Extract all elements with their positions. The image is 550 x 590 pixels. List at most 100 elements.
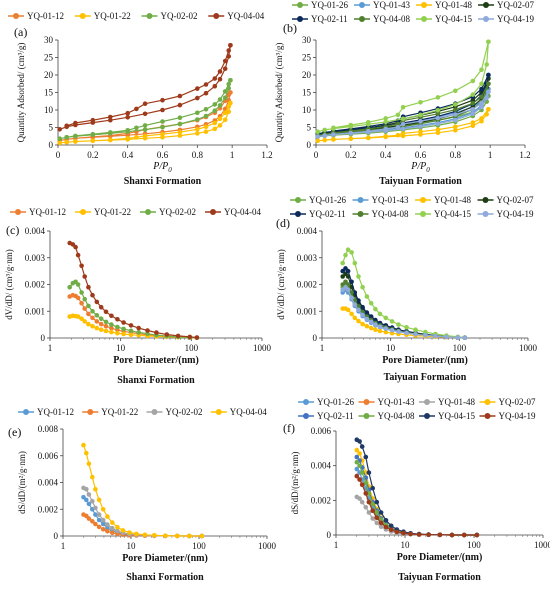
y-tick-label: 0.006 <box>311 426 332 436</box>
data-point <box>364 316 370 322</box>
data-point <box>125 115 130 120</box>
legend-label: YQ-01-12 <box>29 207 66 217</box>
data-point <box>352 302 358 307</box>
data-point <box>228 43 233 48</box>
legend-marker <box>424 399 430 405</box>
data-point <box>435 95 441 100</box>
y-tick-label: 25 <box>44 53 54 63</box>
data-point <box>364 294 370 299</box>
data-point <box>470 120 476 125</box>
data-point <box>366 510 372 515</box>
y-tick-label: 0.002 <box>25 280 45 290</box>
y-tick-label: 15 <box>302 88 312 98</box>
legend-marker <box>210 209 216 215</box>
data-point <box>125 136 130 141</box>
x-tick-label: 1 <box>48 343 53 353</box>
legend-label: YQ-04-15 <box>438 411 475 421</box>
data-point <box>109 313 114 319</box>
data-point <box>470 123 476 129</box>
data-point <box>96 524 102 530</box>
data-point <box>203 113 209 119</box>
legend-item: YQ-01-22 <box>74 11 131 21</box>
legend-marker <box>484 399 491 405</box>
legend-item: YQ-01-26 <box>290 195 346 205</box>
data-point <box>73 139 78 144</box>
data-point <box>395 112 401 118</box>
y-tick-label: 25 <box>302 53 312 63</box>
data-point <box>479 116 484 121</box>
y-tick-label: 15 <box>44 88 54 98</box>
data-point <box>115 317 120 322</box>
legend-marker <box>483 16 489 22</box>
data-point <box>152 533 157 538</box>
x-tick-label: 0.8 <box>450 150 462 160</box>
data-point <box>226 109 231 115</box>
legend-marker <box>484 413 491 419</box>
data-point <box>93 505 98 511</box>
data-point <box>354 473 360 479</box>
data-point <box>356 298 361 303</box>
data-point <box>418 124 423 129</box>
data-point <box>217 76 223 82</box>
data-point <box>331 137 336 142</box>
data-point <box>100 517 106 523</box>
data-point <box>383 315 389 321</box>
data-point <box>142 111 148 117</box>
data-point <box>383 326 389 331</box>
data-point <box>474 532 480 538</box>
data-point <box>363 480 369 486</box>
legend-label: YQ-01-22 <box>101 407 138 417</box>
data-point <box>109 322 114 327</box>
x-tick-label: 100 <box>453 343 467 353</box>
x-tick-label: 1 <box>230 150 235 160</box>
data-point <box>435 108 441 113</box>
data-point <box>136 325 141 331</box>
legend-item: YQ-04-15 <box>415 209 471 219</box>
data-point <box>217 69 223 74</box>
data-point <box>57 136 62 141</box>
data-point <box>79 300 84 306</box>
data-point <box>363 491 369 496</box>
legend-marker <box>421 16 427 22</box>
legend-item: YQ-04-08 <box>354 14 410 24</box>
data-point <box>222 89 228 94</box>
data-point <box>94 299 100 305</box>
x-tick-label: 1.2 <box>261 150 272 160</box>
data-point <box>222 66 228 71</box>
series-YQ-02-07 <box>354 447 480 538</box>
data-point <box>79 290 84 295</box>
legend-label: YQ-04-19 <box>497 14 534 24</box>
y-axis-label: dS/dD/(m²/g·nm) <box>17 451 27 514</box>
legend-item: YQ-04-19 <box>479 411 536 421</box>
legend-label: YQ-01-48 <box>438 397 475 407</box>
data-point <box>363 454 369 460</box>
data-point <box>90 474 95 480</box>
data-point <box>383 134 389 139</box>
data-point <box>228 78 233 83</box>
legend-label: YQ-04-19 <box>499 411 536 421</box>
data-point <box>82 319 87 324</box>
y-tick-label: 0.006 <box>38 451 59 461</box>
data-point <box>84 497 89 503</box>
data-point <box>82 296 87 302</box>
data-point <box>484 95 490 101</box>
series-YQ-02-02 <box>81 485 205 539</box>
data-point <box>373 306 378 312</box>
data-point <box>366 129 371 134</box>
data-point <box>394 529 400 535</box>
data-point <box>423 329 428 335</box>
data-point <box>401 530 406 536</box>
y-tick-label: 5 <box>307 123 312 133</box>
data-point <box>103 328 109 334</box>
data-point <box>343 252 348 258</box>
legend-item: YQ-04-08 <box>358 411 415 421</box>
data-point <box>203 82 209 87</box>
data-point <box>84 486 89 492</box>
data-point <box>377 324 383 330</box>
data-point <box>212 126 218 132</box>
data-point <box>81 442 86 448</box>
legend-item: YQ-01-26 <box>298 397 354 407</box>
legend-marker <box>420 211 426 217</box>
panel-label: (b) <box>283 21 297 35</box>
legend-label: YQ-04-08 <box>372 209 409 219</box>
